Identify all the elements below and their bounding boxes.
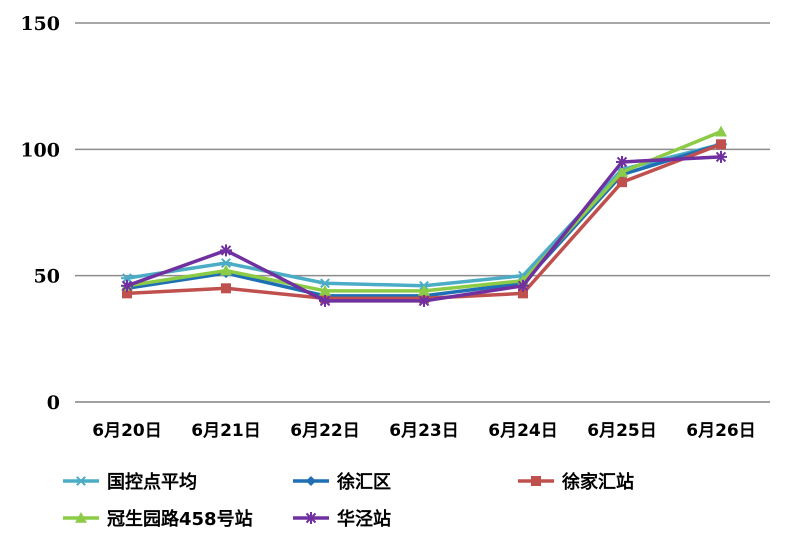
legend-entry: 国控点平均 bbox=[63, 471, 197, 493]
data-point-series5-1 bbox=[220, 244, 232, 257]
legend-label: 国控点平均 bbox=[107, 471, 197, 493]
y-tick-label: 0 bbox=[47, 392, 60, 414]
legend-label: 徐汇区 bbox=[336, 471, 391, 493]
data-point-series4-2 bbox=[319, 284, 331, 296]
legend-label: 冠生园路458号站 bbox=[107, 508, 253, 530]
data-point-series5-5 bbox=[616, 155, 628, 168]
legend-entry: 华泾站 bbox=[293, 508, 391, 530]
x-tick-label: 6月24日 bbox=[488, 421, 558, 441]
series-line bbox=[126, 130, 722, 293]
legend-label: 华泾站 bbox=[337, 508, 391, 530]
data-point-series5-4 bbox=[517, 279, 529, 292]
data-point-series4-1 bbox=[220, 264, 232, 276]
data-point-series4-6 bbox=[715, 125, 727, 137]
x-tick-label: 6月22日 bbox=[290, 421, 360, 441]
series-2 bbox=[122, 139, 726, 301]
data-point-series4-5 bbox=[616, 166, 628, 177]
data-point-series3-6 bbox=[716, 139, 726, 150]
series-4 bbox=[121, 125, 727, 296]
series-lines bbox=[121, 125, 727, 307]
y-tick-label: 150 bbox=[20, 13, 60, 35]
legend-entry: 冠生园路458号站 bbox=[63, 508, 253, 530]
x-tick-label: 6月20日 bbox=[92, 421, 162, 441]
data-point-series1-1 bbox=[220, 258, 232, 268]
data-point-series3-0 bbox=[122, 288, 132, 299]
data-point-legend-1 bbox=[75, 476, 87, 486]
legend-entry: 徐家汇站 bbox=[518, 471, 634, 493]
data-point-legend-3 bbox=[531, 476, 541, 486]
x-tick-label: 6月21日 bbox=[191, 421, 261, 441]
data-point-legend-4 bbox=[75, 512, 87, 523]
data-point-series5-3 bbox=[418, 294, 430, 307]
data-point-series3-1 bbox=[221, 283, 231, 294]
x-tick-label: 6月23日 bbox=[389, 421, 459, 441]
data-point-series3-5 bbox=[617, 177, 627, 188]
x-tick-label: 6月25日 bbox=[587, 421, 657, 441]
x-axis-tick-labels: 6月20日 6月21日 6月22日 6月23日 6月24日 6月25日 6月26日 bbox=[92, 421, 756, 441]
data-point-series5-6 bbox=[715, 150, 727, 163]
y-tick-label: 100 bbox=[20, 139, 60, 161]
data-point-legend-2 bbox=[306, 476, 316, 486]
data-point-series1-0 bbox=[121, 273, 133, 284]
y-tick-label: 50 bbox=[34, 266, 60, 288]
x-tick-label: 6月26日 bbox=[686, 421, 756, 441]
gridlines bbox=[75, 22, 770, 403]
legend-entry: 徐汇区 bbox=[293, 471, 391, 493]
data-point-series5-0 bbox=[121, 279, 133, 292]
data-point-series5-2 bbox=[319, 294, 331, 307]
data-point-legend-5 bbox=[305, 512, 317, 524]
series-5 bbox=[121, 150, 727, 307]
y-axis-tick-labels: 0 50 100 150 bbox=[20, 13, 60, 414]
legend-label: 徐家汇站 bbox=[561, 471, 634, 493]
data-point-series1-2 bbox=[319, 278, 331, 289]
data-point-series4-3 bbox=[418, 284, 430, 296]
series-line bbox=[126, 142, 722, 288]
data-point-series3-4 bbox=[518, 288, 528, 299]
series-3 bbox=[122, 139, 726, 304]
